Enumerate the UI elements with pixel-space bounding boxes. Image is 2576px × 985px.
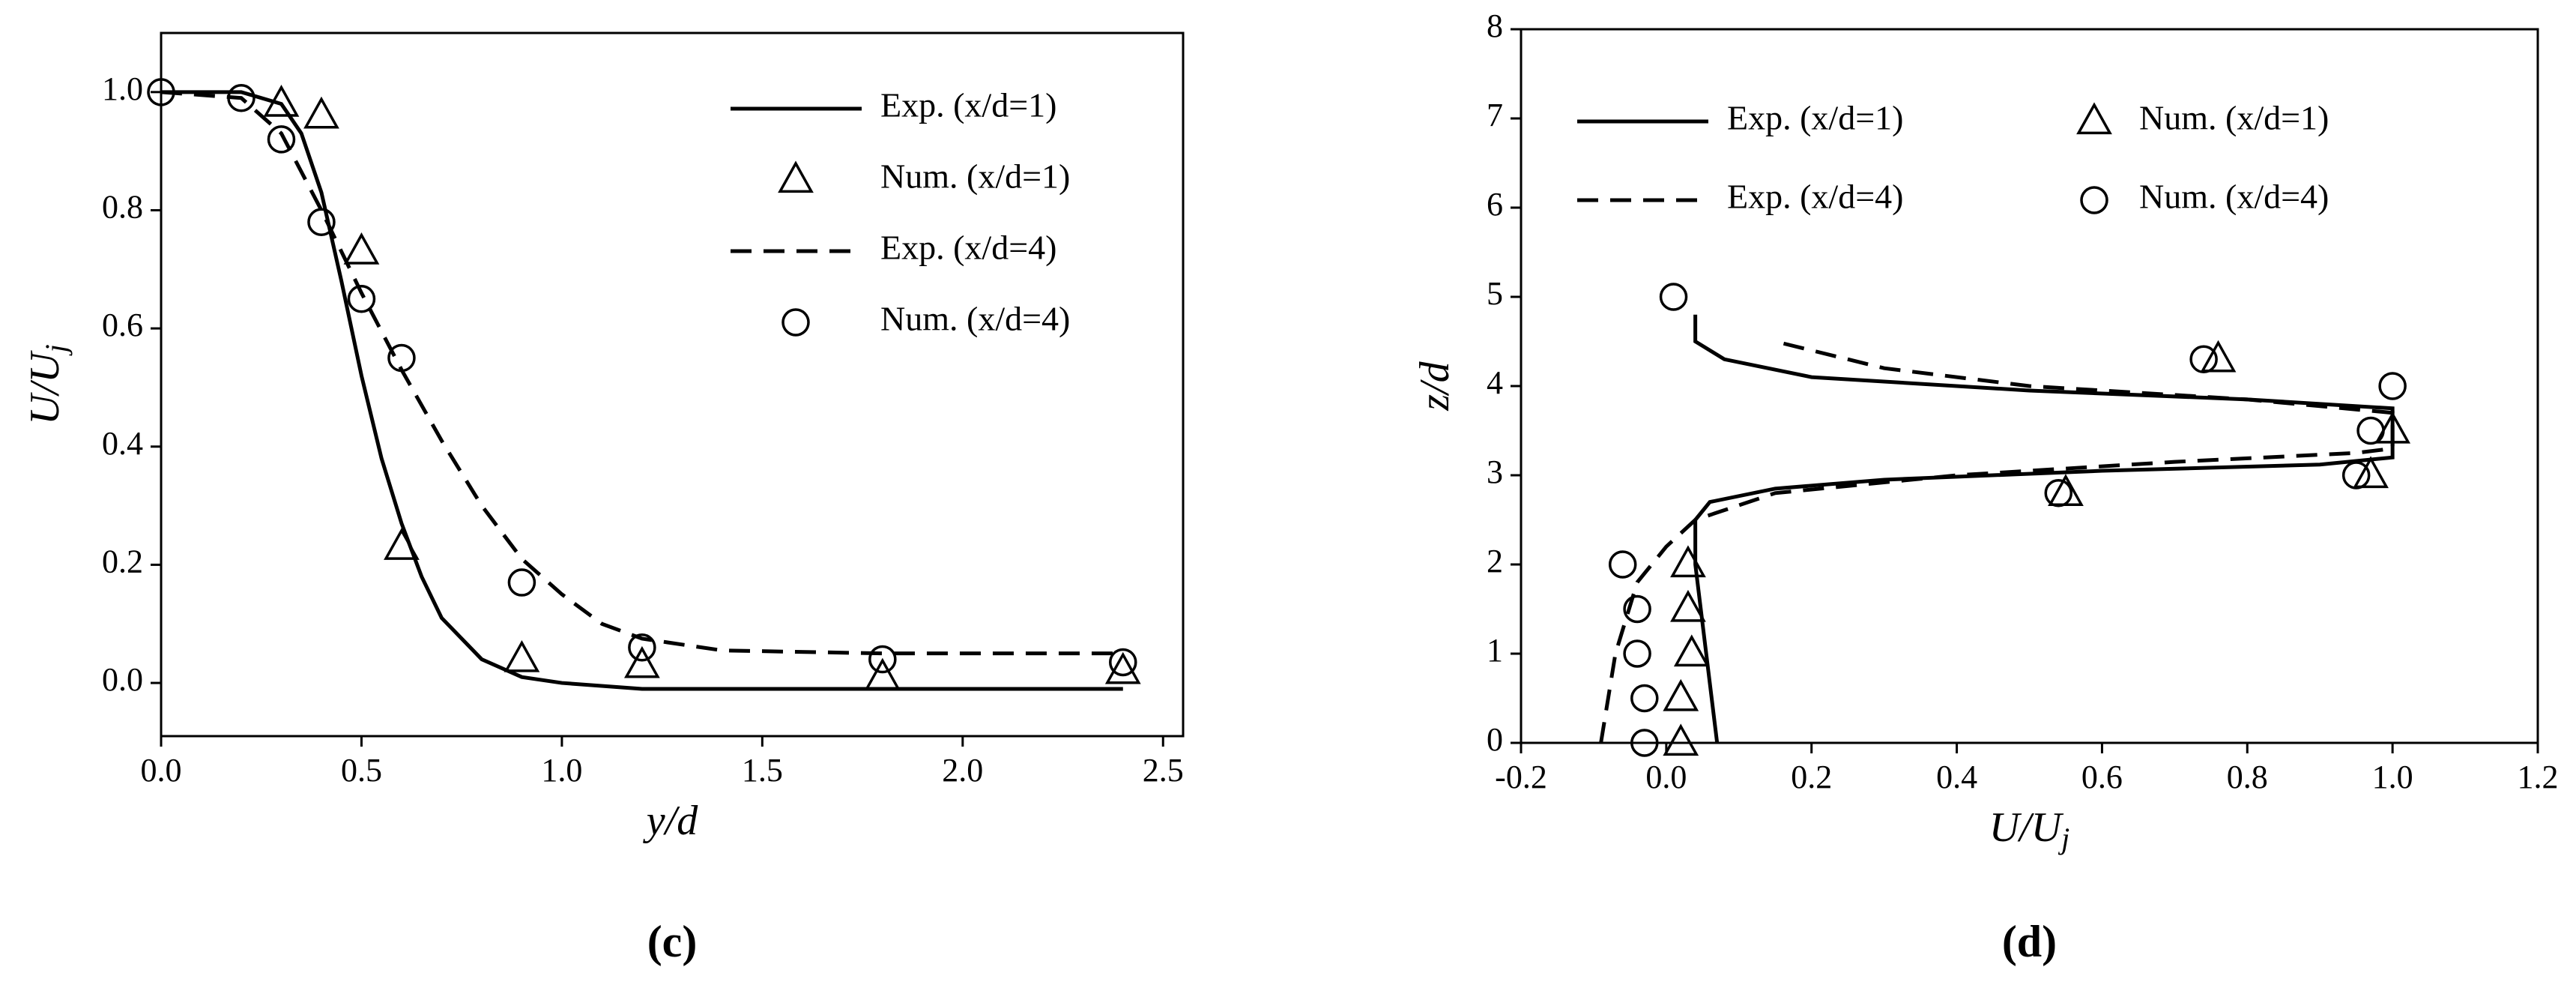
marker-circle <box>628 633 656 662</box>
x-axis-label-sub: j <box>2058 822 2069 855</box>
marker-triangle <box>2374 411 2411 444</box>
x-tick-label: 0.2 <box>1791 759 1832 795</box>
x-axis-label-main: U/U <box>1989 804 2064 851</box>
marker-triangle <box>504 639 540 672</box>
legend-label: Num. (x/d=1) <box>2139 99 2329 137</box>
y-tick-label: 0.0 <box>102 661 143 698</box>
x-tick-label: 0.0 <box>1645 759 1687 795</box>
y-axis-label: z/d <box>1412 361 1458 411</box>
marker-triangle <box>343 232 380 265</box>
plot-frame <box>160 31 1185 738</box>
y-tick-label: 3 <box>1487 454 1503 490</box>
x-tick-label: 0.6 <box>2081 759 2123 795</box>
marker-circle <box>1630 684 1659 713</box>
panel-label: (d) <box>2002 917 2057 966</box>
y-tick-label: 5 <box>1487 275 1503 312</box>
series-line <box>1693 314 2395 744</box>
marker-circle <box>1659 283 1688 311</box>
y-tick-label: 2 <box>1487 543 1503 579</box>
marker-triangle <box>263 85 300 117</box>
y-tick-label: 0 <box>1487 721 1503 758</box>
y-tick-label: 6 <box>1487 186 1503 223</box>
y-tick-label: 1 <box>1487 632 1503 669</box>
x-tick-label: 2.5 <box>1143 752 1184 789</box>
x-tick-label: 0.5 <box>341 752 382 789</box>
marker-circle <box>1623 639 1651 668</box>
y-tick-label: 0.8 <box>102 189 143 226</box>
x-axis-label: U/Uj <box>1989 804 2070 855</box>
y-axis-label-sub: j <box>39 344 73 356</box>
y-tick-label: 8 <box>1487 7 1503 44</box>
legend-label: Num. (x/d=1) <box>880 157 1070 196</box>
legend-label: Num. (x/d=4) <box>2139 178 2329 216</box>
x-tick-label: 1.0 <box>2372 759 2413 795</box>
marker-circle <box>347 284 376 313</box>
y-tick-label: 0.6 <box>102 307 143 343</box>
marker-circle <box>227 83 256 112</box>
marker-circle <box>147 78 175 106</box>
legend-label: Num. (x/d=4) <box>880 300 1070 338</box>
marker-circle <box>267 125 296 154</box>
marker-circle <box>2080 186 2108 214</box>
legend-label: Exp. (x/d=1) <box>880 86 1056 124</box>
marker-circle <box>1623 594 1651 624</box>
legend-label: Exp. (x/d=4) <box>880 229 1056 267</box>
marker-circle <box>1109 648 1137 677</box>
marker-triangle <box>2200 340 2237 373</box>
legend-label: Exp. (x/d=1) <box>1727 99 1903 137</box>
marker-triangle <box>384 528 420 560</box>
marker-circle <box>1608 550 1637 579</box>
marker-triangle <box>864 657 901 690</box>
marker-triangle <box>1104 651 1141 684</box>
marker-triangle <box>778 160 814 193</box>
y-tick-label: 4 <box>1487 364 1503 401</box>
marker-circle <box>2356 416 2385 445</box>
y-tick-label: 0.4 <box>102 425 143 462</box>
series-line <box>161 90 1123 691</box>
marker-triangle <box>303 96 339 129</box>
y-tick-label: 1.0 <box>102 70 143 107</box>
x-tick-label: 2.0 <box>942 752 983 789</box>
x-tick-label: -0.2 <box>1495 759 1547 795</box>
marker-circle <box>387 343 416 373</box>
x-tick-label: 0.0 <box>141 752 182 789</box>
marker-triangle <box>623 645 660 678</box>
marker-triangle <box>1670 545 1706 578</box>
marker-circle <box>2044 479 2073 507</box>
x-tick-label: 0.4 <box>1936 759 1977 795</box>
y-axis-label-main: z/d <box>1412 361 1458 411</box>
marker-triangle <box>2076 102 2112 135</box>
marker-circle <box>2189 345 2218 374</box>
y-axis-label-main: U/U <box>22 350 68 425</box>
marker-circle <box>507 568 536 597</box>
x-tick-label: 1.2 <box>2518 759 2559 795</box>
marker-circle <box>868 645 897 674</box>
panel-label: (c) <box>647 917 698 966</box>
x-tick-label: 0.8 <box>2227 759 2268 795</box>
marker-triangle <box>2353 456 2389 489</box>
x-axis-label: y/d <box>643 798 698 844</box>
marker-circle <box>781 308 810 337</box>
marker-circle <box>1630 729 1659 757</box>
marker-circle <box>2378 372 2407 400</box>
x-tick-label: 1.0 <box>541 752 582 789</box>
marker-circle <box>2341 461 2371 490</box>
chart-panel: 0.0 0.5 1.0 1.5 2.0 2.5 0.0 0.2 0.4 0.6 0.8 1.0 y/d U… <box>22 31 1185 966</box>
series-line <box>1599 340 2395 744</box>
legend-label: Exp. (x/d=4) <box>1727 178 1903 216</box>
y-tick-label: 0.2 <box>102 543 143 580</box>
y-axis-label: U/Uj <box>22 344 73 425</box>
marker-triangle <box>1663 723 1699 756</box>
x-tick-label: 1.5 <box>742 752 783 789</box>
x-axis-label-main: y/d <box>643 798 698 844</box>
y-tick-label: 7 <box>1487 97 1503 133</box>
marker-circle <box>307 208 336 236</box>
marker-triangle <box>1673 634 1710 667</box>
chart-panel: -0.2 0.0 0.2 0.4 0.6 0.8 1.0 1.2 0 1 2 3 4 5 6 7 8 U/Uj z/… <box>1412 7 2559 966</box>
marker-triangle <box>1670 589 1706 622</box>
marker-triangle <box>1663 678 1699 711</box>
